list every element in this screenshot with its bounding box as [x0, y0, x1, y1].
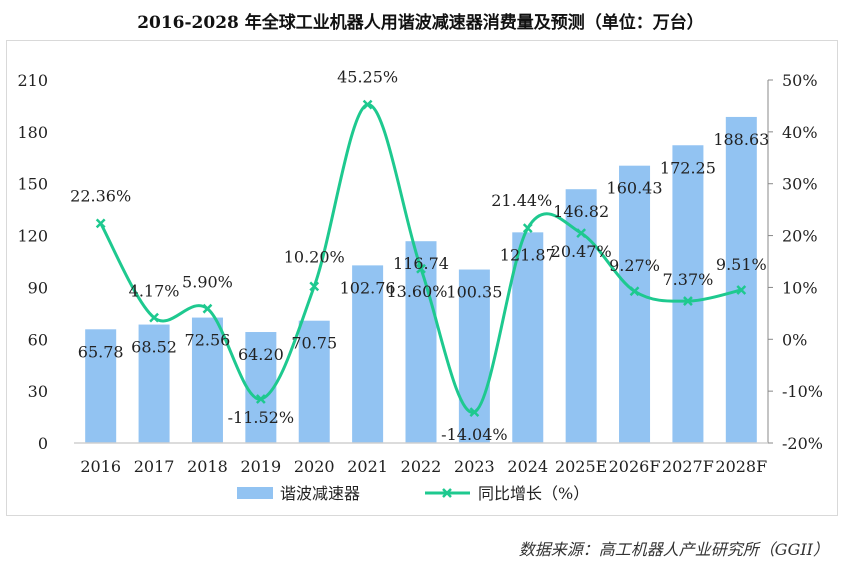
left-axis-tick: 210 — [17, 71, 48, 90]
line-label: 9.27% — [609, 256, 660, 275]
legend-bar-swatch — [237, 487, 273, 499]
bar-label: 172.25 — [660, 158, 716, 177]
growth-marker-2025E — [576, 228, 587, 239]
right-axis-tick: -10% — [782, 382, 823, 401]
right-axis-tick: 10% — [782, 278, 818, 297]
bar-2020 — [298, 320, 330, 443]
bar-label: 100.35 — [446, 283, 502, 302]
left-axis-tick: 120 — [17, 227, 48, 246]
line-label: 10.20% — [284, 247, 345, 266]
left-axis-tick: 90 — [28, 278, 48, 297]
line-label: 4.17% — [129, 282, 180, 301]
bar-label: 121.87 — [500, 245, 556, 264]
bar-2024 — [512, 232, 544, 443]
bar-label: 68.52 — [131, 338, 177, 357]
bar-2023 — [458, 269, 490, 443]
bar-2016 — [85, 329, 117, 443]
bar-2026F — [619, 165, 651, 443]
left-axis-tick: 180 — [17, 123, 48, 142]
bar-2022 — [405, 241, 437, 443]
left-axis-tick: 150 — [17, 175, 48, 194]
bar-2021 — [352, 265, 384, 443]
left-axis-tick: 0 — [38, 434, 48, 453]
line-label: 21.44% — [491, 191, 552, 210]
bar-label: 116.74 — [393, 254, 449, 273]
x-axis-tick: 2018 — [187, 457, 228, 476]
right-axis-tick: 50% — [782, 71, 818, 90]
growth-marker-2021 — [362, 99, 373, 110]
growth-line — [99, 103, 742, 414]
chart-title: 2016-2028 年全球工业机器人用谐波减速器消费量及预测（单位：万台） — [137, 13, 704, 33]
right-axis-tick: 0% — [782, 330, 807, 349]
right-axis-tick: 20% — [782, 227, 818, 246]
x-axis-tick: 2016 — [80, 457, 121, 476]
x-axis-tick: 2023 — [454, 457, 495, 476]
bar-label: 146.82 — [553, 202, 609, 221]
left-axis-tick: 60 — [28, 330, 48, 349]
line-label: 5.90% — [182, 273, 233, 292]
growth-marker-2018 — [202, 303, 213, 314]
growth-marker-2026F — [629, 286, 640, 297]
bar-2017 — [138, 324, 170, 443]
line-label: -11.52% — [228, 408, 294, 427]
left-axis-tick: 30 — [28, 382, 48, 401]
source-note: 数据来源：高工机器人产业研究所（GGII） — [518, 540, 829, 559]
x-axis-tick: 2028F — [715, 457, 767, 476]
bar-label: 188.63 — [713, 130, 769, 149]
x-axis-tick: 2021 — [347, 457, 388, 476]
growth-marker-2024 — [522, 223, 533, 233]
growth-marker-2017 — [149, 312, 159, 323]
bar-label: 160.43 — [607, 179, 663, 198]
growth-marker-2016 — [95, 218, 106, 229]
line-label: 22.36% — [70, 186, 131, 205]
line-label: 7.37% — [663, 270, 714, 289]
bar-2018 — [191, 317, 223, 443]
legend-line-marker — [442, 488, 452, 498]
bar-label: 70.75 — [291, 334, 337, 353]
x-axis-tick: 2017 — [134, 457, 175, 476]
bar-2028F — [725, 116, 757, 443]
bar-2027F — [672, 145, 704, 443]
bar-2019 — [245, 332, 277, 443]
bar-label: 102.76 — [340, 278, 396, 297]
chart-frame — [6, 40, 838, 516]
x-axis-tick: 2027F — [662, 457, 714, 476]
growth-marker-2027F — [683, 296, 693, 306]
x-axis-tick: 2026F — [609, 457, 661, 476]
bar-label: 64.20 — [238, 345, 284, 364]
legend-bar-label: 谐波减速器 — [280, 484, 360, 503]
bar-label: 65.78 — [78, 342, 124, 361]
bar-label: 72.56 — [185, 331, 231, 350]
line-label: 9.51% — [716, 255, 767, 274]
x-axis-tick: 2020 — [294, 457, 335, 476]
line-label: 20.47% — [551, 242, 612, 261]
x-axis-tick: 2022 — [401, 457, 442, 476]
right-axis-tick: 30% — [782, 175, 818, 194]
legend-line-label: 同比增长（%） — [478, 484, 589, 503]
line-label: 13.60% — [386, 282, 447, 301]
growth-marker-2020 — [309, 281, 320, 292]
x-axis-tick: 2019 — [240, 457, 281, 476]
line-label: 45.25% — [337, 68, 398, 87]
growth-marker-2019 — [255, 394, 266, 404]
growth-marker-2022 — [416, 263, 426, 274]
growth-marker-2028F — [736, 285, 747, 295]
x-axis-tick: 2025E — [555, 457, 607, 476]
right-axis-tick: 40% — [782, 123, 818, 142]
right-axis-tick: -20% — [782, 434, 823, 453]
line-label: -14.04% — [441, 425, 507, 444]
growth-marker-2023 — [469, 407, 480, 417]
x-axis-tick: 2024 — [507, 457, 548, 476]
